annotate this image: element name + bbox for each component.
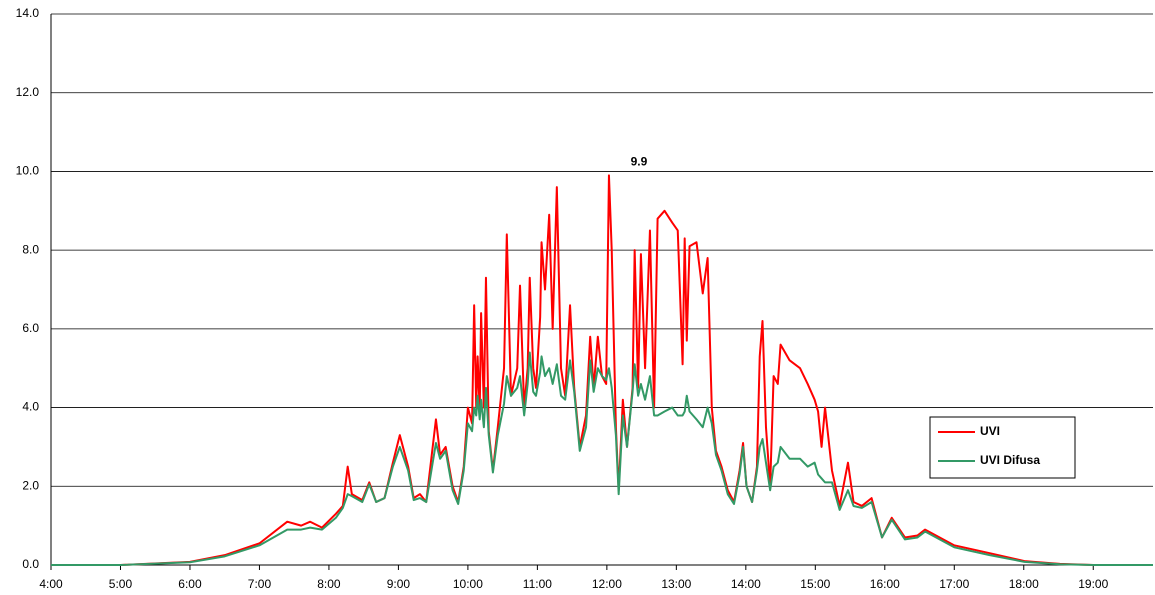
annotation: 9.9 [631,155,648,169]
x-tick-label: 13:00 [661,577,691,591]
legend-label: UVI Difusa [980,453,1040,467]
y-tick-label: 2.0 [22,478,39,492]
y-tick-label: 0.0 [22,557,39,571]
y-tick-label: 10.0 [16,164,40,178]
y-tick-label: 12.0 [16,85,40,99]
y-tick-label: 6.0 [22,321,39,335]
x-tick-label: 12:00 [592,577,622,591]
x-tick-label: 5:00 [109,577,133,591]
y-tick-label: 14.0 [16,6,40,20]
x-tick-label: 10:00 [453,577,483,591]
x-tick-label: 11:00 [523,577,552,591]
x-tick-label: 4:00 [39,577,63,591]
x-tick-label: 18:00 [1009,577,1039,591]
legend-box [929,416,1076,479]
x-tick-label: 19:00 [1078,577,1108,591]
x-tick-label: 14:00 [731,577,761,591]
x-tick-label: 9:00 [387,577,411,591]
x-tick-label: 15:00 [800,577,830,591]
x-tick-label: 16:00 [870,577,900,591]
series-line [51,174,1153,566]
x-tick-label: 7:00 [248,577,272,591]
x-tick-label: 8:00 [317,577,341,591]
y-tick-label: 8.0 [22,242,39,256]
series-line [51,351,1153,566]
x-tick-label: 6:00 [178,577,202,591]
x-tick-label: 17:00 [939,577,969,591]
legend-label: UVI [980,424,1000,438]
y-tick-label: 4.0 [22,400,39,414]
